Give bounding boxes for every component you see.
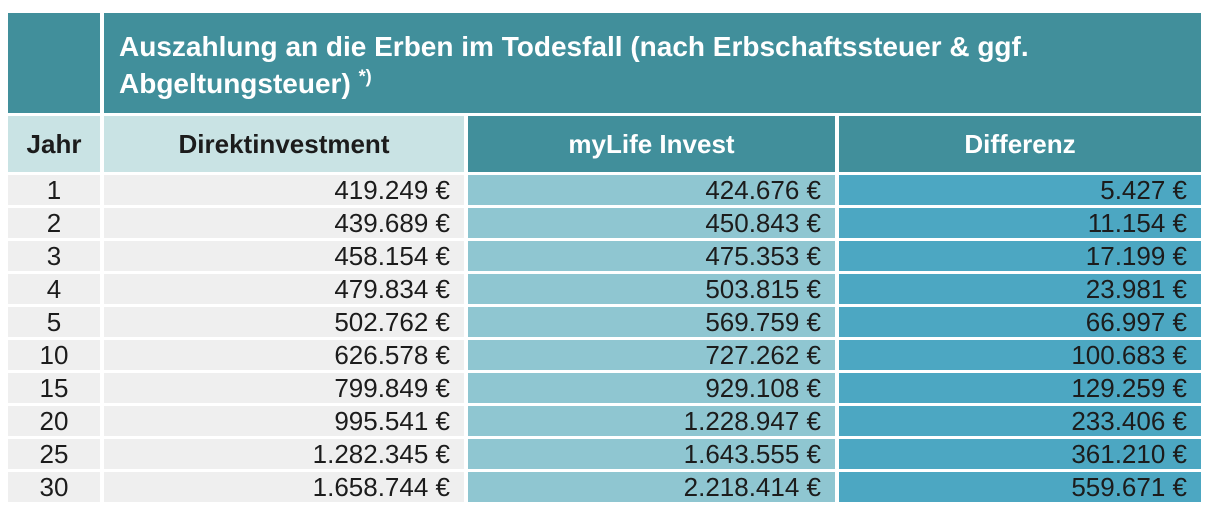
year-cell: 10 <box>8 340 100 370</box>
column-header-jahr: Jahr <box>8 116 100 172</box>
year-cell: 20 <box>8 406 100 436</box>
mylife-invest-cell: 424.676 € <box>468 175 835 205</box>
year-cell: 2 <box>8 208 100 238</box>
table-corner-block <box>8 13 100 113</box>
column-header-mylife-invest: myLife Invest <box>468 116 835 172</box>
mylife-invest-cell: 1.643.555 € <box>468 439 835 469</box>
direktinvestment-cell: 479.834 € <box>104 274 464 304</box>
differenz-cell: 559.671 € <box>839 472 1201 502</box>
differenz-cell: 129.259 € <box>839 373 1201 403</box>
mylife-invest-cell: 475.353 € <box>468 241 835 271</box>
mylife-invest-cell: 2.218.414 € <box>468 472 835 502</box>
mylife-invest-cell: 1.228.947 € <box>468 406 835 436</box>
mylife-invest-cell: 569.759 € <box>468 307 835 337</box>
mylife-invest-cell: 929.108 € <box>468 373 835 403</box>
differenz-cell: 100.683 € <box>839 340 1201 370</box>
differenz-cell: 11.154 € <box>839 208 1201 238</box>
differenz-cell: 17.199 € <box>839 241 1201 271</box>
year-cell: 25 <box>8 439 100 469</box>
differenz-cell: 5.427 € <box>839 175 1201 205</box>
mylife-invest-cell: 503.815 € <box>468 274 835 304</box>
year-cell: 1 <box>8 175 100 205</box>
table-title-text: Auszahlung an die Erben im Todesfall (na… <box>119 31 1029 99</box>
direktinvestment-cell: 1.658.744 € <box>104 472 464 502</box>
differenz-cell: 361.210 € <box>839 439 1201 469</box>
year-cell: 4 <box>8 274 100 304</box>
table-title: Auszahlung an die Erben im Todesfall (na… <box>104 13 1201 113</box>
year-cell: 30 <box>8 472 100 502</box>
year-cell: 3 <box>8 241 100 271</box>
direktinvestment-cell: 419.249 € <box>104 175 464 205</box>
direktinvestment-cell: 799.849 € <box>104 373 464 403</box>
direktinvestment-cell: 439.689 € <box>104 208 464 238</box>
column-header-direktinvestment: Direktinvestment <box>104 116 464 172</box>
payout-table: Auszahlung an die Erben im Todesfall (na… <box>8 13 1201 502</box>
differenz-cell: 233.406 € <box>839 406 1201 436</box>
column-header-differenz: Differenz <box>839 116 1201 172</box>
year-cell: 15 <box>8 373 100 403</box>
direktinvestment-cell: 1.282.345 € <box>104 439 464 469</box>
direktinvestment-cell: 502.762 € <box>104 307 464 337</box>
table-title-footnote-marker: *) <box>358 66 372 87</box>
direktinvestment-cell: 995.541 € <box>104 406 464 436</box>
direktinvestment-cell: 458.154 € <box>104 241 464 271</box>
mylife-invest-cell: 450.843 € <box>468 208 835 238</box>
differenz-cell: 23.981 € <box>839 274 1201 304</box>
direktinvestment-cell: 626.578 € <box>104 340 464 370</box>
year-cell: 5 <box>8 307 100 337</box>
mylife-invest-cell: 727.262 € <box>468 340 835 370</box>
differenz-cell: 66.997 € <box>839 307 1201 337</box>
